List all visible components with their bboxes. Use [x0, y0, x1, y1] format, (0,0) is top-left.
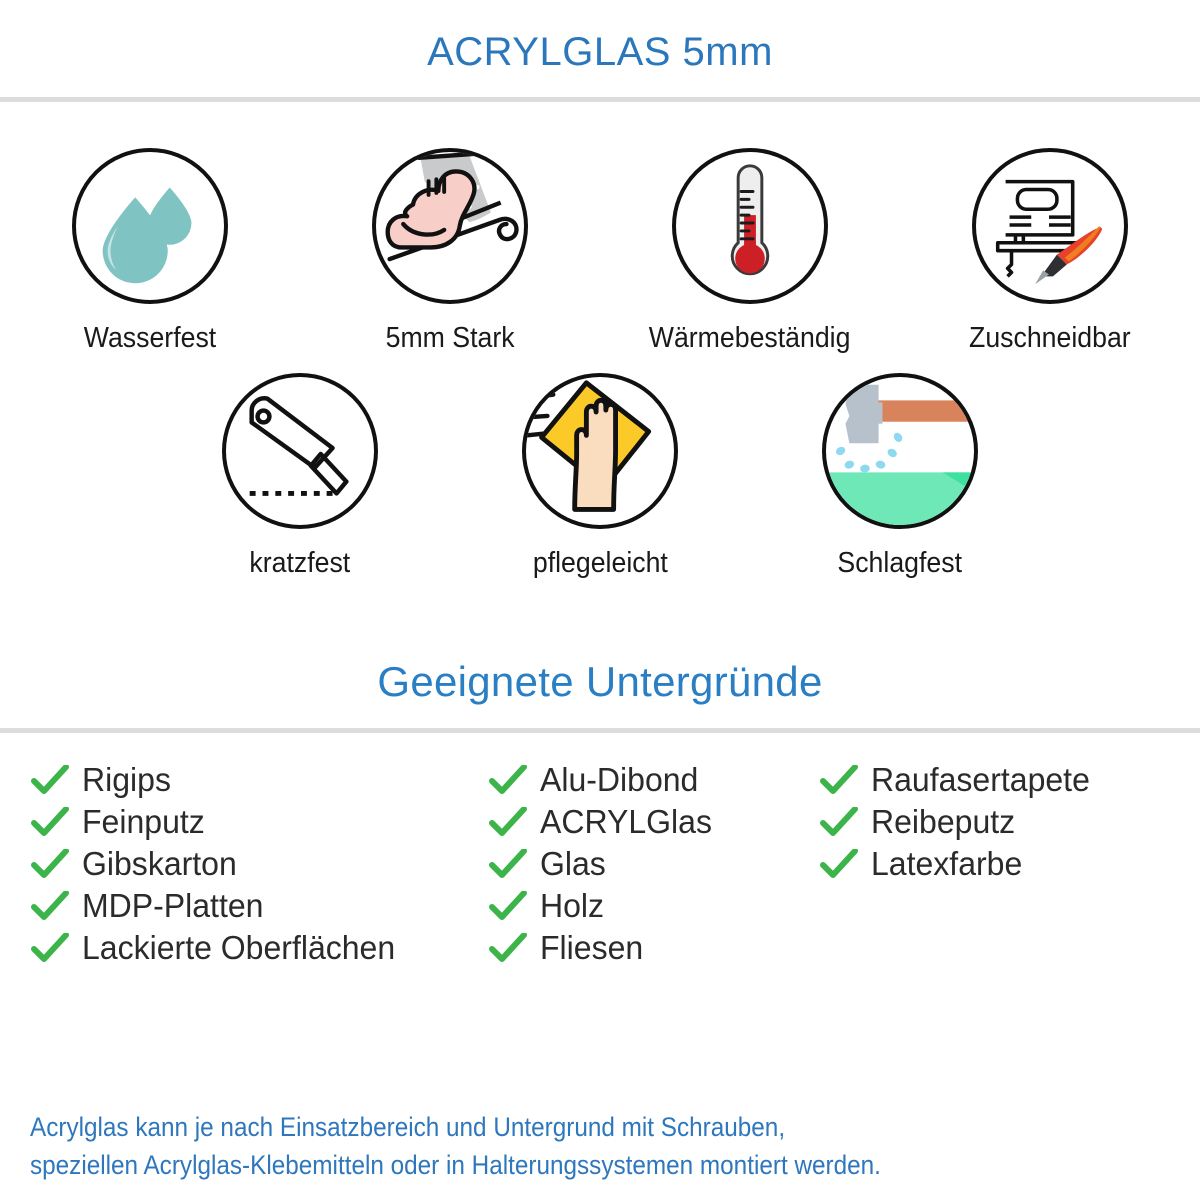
- check-icon: [30, 931, 70, 965]
- feature-grid: Wasserfest: [0, 102, 1200, 580]
- list-item-label: Alu-Dibond: [539, 761, 699, 798]
- list-item: MDP-Platten: [30, 885, 488, 927]
- check-icon: [819, 805, 859, 839]
- feature-label: kratzfest: [249, 547, 351, 579]
- checklist-column-1: Rigips Feinputz Gibskarton MDP-Platten: [30, 759, 488, 969]
- feature-label: Zuschneidbar: [969, 322, 1131, 354]
- list-item-label: Raufasertapete: [871, 761, 1091, 798]
- list-item-label: ACRYLGlas: [539, 803, 712, 840]
- hammer-impact-icon: [822, 373, 978, 529]
- water-drops-icon: [72, 148, 228, 304]
- list-item: Raufasertapete: [819, 759, 1170, 801]
- mounting-note-line-1: Acrylglas kann je nach Einsatzbereich un…: [30, 1112, 786, 1142]
- suitable-surfaces-list: Rigips Feinputz Gibskarton MDP-Platten: [0, 733, 1200, 969]
- list-item: Glas: [488, 843, 819, 885]
- check-icon: [819, 847, 859, 881]
- check-icon: [30, 805, 70, 839]
- list-item: Holz: [488, 885, 819, 927]
- list-item-label: Rigips: [82, 761, 171, 798]
- check-icon: [488, 847, 528, 881]
- checklist-column-2: Alu-Dibond ACRYLGlas Glas Holz: [488, 759, 819, 969]
- thermometer-icon: [672, 148, 828, 304]
- list-item-label: Fliesen: [539, 929, 644, 966]
- cutter-knife-icon: [222, 373, 378, 529]
- list-item-label: Glas: [539, 845, 606, 882]
- feature-waermebestaendig: Wärmebeständig: [600, 148, 900, 355]
- feature-row-1: Wasserfest: [0, 148, 1200, 355]
- feature-pflegeleicht: pflegeleicht: [450, 373, 750, 580]
- list-item-label: Lackierte Oberflächen: [82, 929, 396, 966]
- feature-label: 5mm Stark: [385, 322, 515, 354]
- checklist-column-3: Raufasertapete Reibeputz Latexfarbe: [819, 759, 1170, 969]
- check-icon: [488, 805, 528, 839]
- list-item: Feinputz: [30, 801, 488, 843]
- mounting-note-line-2: speziellen Acrylglas-Klebemitteln oder i…: [30, 1150, 881, 1180]
- feature-kratzfest: kratzfest: [150, 373, 450, 580]
- list-item-label: Latexfarbe: [871, 845, 1023, 882]
- list-item: Lackierte Oberflächen: [30, 927, 488, 969]
- divider-section: [0, 728, 1200, 733]
- page-title: ACRYLGLAS 5mm: [427, 30, 773, 74]
- list-item: Alu-Dibond: [488, 759, 819, 801]
- feature-label: Wasserfest: [83, 322, 217, 354]
- feature-label: pflegeleicht: [532, 547, 668, 579]
- feature-wasserfest: Wasserfest: [0, 148, 300, 355]
- hand-wiping-cloth-icon: [522, 373, 678, 529]
- jigsaw-cutter-icon: [972, 148, 1128, 304]
- flexed-biceps-icon: [372, 148, 528, 304]
- check-icon: [30, 847, 70, 881]
- list-item: Reibeputz: [819, 801, 1170, 843]
- check-icon: [30, 889, 70, 923]
- feature-schlagfest: Schlagfest: [750, 373, 1050, 580]
- list-item-label: Feinputz: [82, 803, 205, 840]
- list-item-label: Gibskarton: [82, 845, 237, 882]
- divider-top: [0, 97, 1200, 102]
- list-item: ACRYLGlas: [488, 801, 819, 843]
- feature-row-2: kratzfest: [0, 373, 1200, 580]
- list-item: Gibskarton: [30, 843, 488, 885]
- check-icon: [488, 763, 528, 797]
- check-icon: [488, 931, 528, 965]
- mounting-note: Acrylglas kann je nach Einsatzbereich un…: [30, 1108, 1072, 1184]
- feature-label: Schlagfest: [837, 547, 963, 579]
- list-item: Rigips: [30, 759, 488, 801]
- list-item-label: MDP-Platten: [82, 887, 264, 924]
- check-icon: [488, 889, 528, 923]
- check-icon: [30, 763, 70, 797]
- list-item: Fliesen: [488, 927, 819, 969]
- feature-label: Wärmebeständig: [649, 322, 851, 354]
- check-icon: [819, 763, 859, 797]
- feature-5mm-stark: 5mm Stark: [300, 148, 600, 355]
- feature-zuschneidbar: Zuschneidbar: [900, 148, 1200, 355]
- list-item: Latexfarbe: [819, 843, 1170, 885]
- list-item-label: Holz: [539, 887, 605, 924]
- section-title: Geeignete Untergründe: [377, 658, 823, 705]
- list-item-label: Reibeputz: [871, 803, 1016, 840]
